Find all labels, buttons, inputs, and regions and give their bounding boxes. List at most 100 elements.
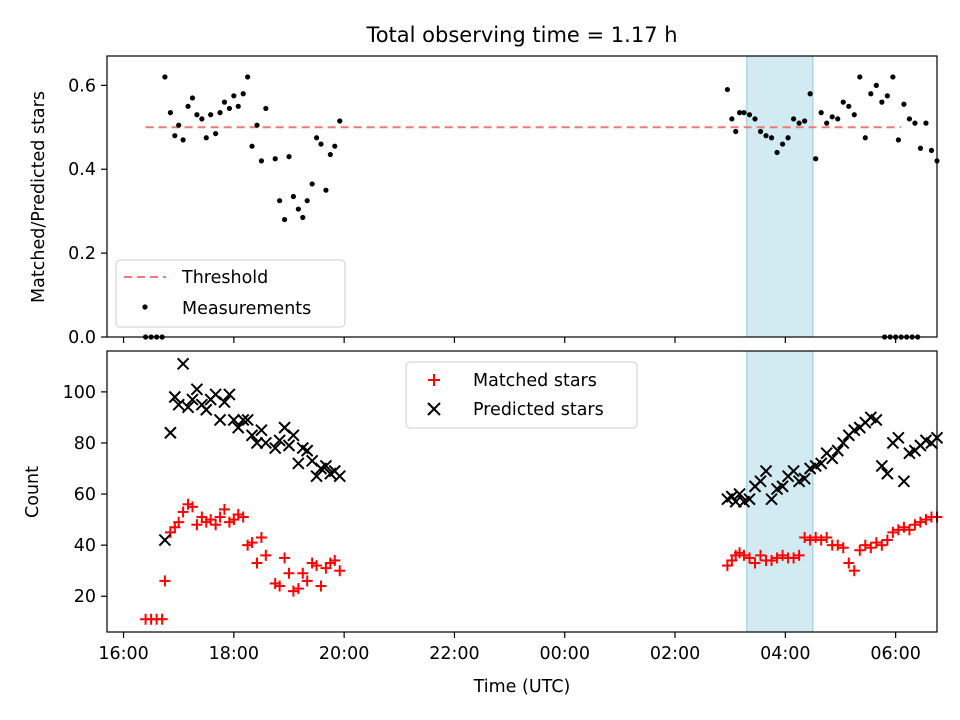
matched-star-point [914,516,926,528]
bottom-y-axis-label: Count [23,466,43,518]
x-tick-label: 04:00 [760,644,810,664]
measurement-point [785,135,791,141]
measurement-point [851,112,857,118]
matched-star-point [297,567,309,579]
matched-star-point [771,552,783,564]
predicted-star-point [273,434,286,447]
measurement-point [258,158,265,164]
measurement-point [802,118,808,124]
measurement-point [829,114,835,120]
predicted-star-point [754,475,767,488]
matched-star-point [799,531,811,543]
matched-star-point [887,526,899,538]
measurement-point [779,141,786,147]
predicted-star-point [759,464,773,478]
measurement-point [901,101,907,107]
measurement-point [813,156,819,162]
predicted-star-point [292,457,305,470]
predicted-star-point [250,436,264,450]
top-legend-frame [115,259,346,328]
x-tick-label: 00:00 [540,644,590,664]
predicted-star-point [881,467,894,480]
measurement-point [733,128,739,135]
measurement-point [327,151,333,158]
matched-star-point [186,501,198,513]
matched-star-point [865,542,877,554]
matched-star-point [898,521,910,533]
measurement-point [337,118,343,124]
measurement-point [189,95,196,101]
matched-star-point [334,565,346,577]
measurement-point [172,133,178,139]
matched-star-point [788,552,800,564]
predicted-star-point [870,413,883,427]
predicted-star-point [892,431,905,445]
matched-star-point [218,503,230,515]
matched-star-point [815,534,827,546]
matched-star-point [738,549,750,561]
matched-star-point [832,539,844,551]
measurement-point [281,216,288,223]
measurement-point [868,91,874,97]
matched-star-point [214,511,226,523]
matched-star-point [810,531,822,543]
matched-star-point [755,549,767,561]
predicted-legend-label: Predicted stars [473,400,604,420]
measurement-point [277,198,283,204]
predicted-star-point [310,469,323,483]
predicted-star-point [765,492,778,506]
predicted-star-point [172,398,185,411]
matched-star-point [260,549,272,561]
x-tick-label: 20:00 [319,644,369,664]
top-y-tick-label: 0.6 [68,76,96,96]
bottom-panel: 20 40 60 80 100 16:00 18:00 20:00 22:00 00:00 02:… [23,350,944,697]
matched-star-point [274,580,286,592]
predicted-star-point [287,429,300,442]
bottom-plot-area [140,357,944,625]
measurement-point [194,112,200,118]
predicted-star-point [826,452,839,465]
measurement-point [824,120,830,126]
matched-star-point [173,516,185,528]
predicted-star-point [743,492,756,506]
matched-star-point [881,534,893,546]
measurement-point [203,135,209,141]
matched-star-point [848,565,860,577]
measurement-point [774,149,780,156]
measurement-point [895,137,901,143]
measurement-point [309,181,315,187]
predicted-star-point [776,480,789,493]
measurement-point [286,154,292,160]
matched-star-point [159,575,171,587]
bottom-y-tick-label: 60 [74,485,96,505]
bottom-y-tick-label: 80 [74,434,96,454]
matched-star-point [301,575,313,587]
matched-star-point [292,583,304,595]
predicted-star-point [259,436,273,450]
matched-star-point [909,519,921,531]
matched-star-point [283,567,295,579]
predicted-star-point [213,413,227,427]
matched-star-point [920,514,932,526]
matched-star-point [903,524,915,536]
bottom-y-tick-label: 20 [74,587,96,607]
matched-star-point [821,531,833,543]
measurement-point [807,91,813,97]
matched-star-point [177,506,189,518]
predicted-star-point [255,423,268,437]
measurement-point [835,116,841,122]
measurement-point [300,214,306,221]
matched-star-point [854,544,866,556]
matched-star-point [191,519,203,531]
measurement-point [729,116,735,122]
measurement-point [176,122,182,128]
measurement-point [295,206,301,212]
top-y-tick-label: 0.0 [68,328,96,348]
predicted-star-point [181,400,195,414]
measurement-point [724,86,731,93]
predicted-star-point [200,403,213,416]
matched-star-point [766,554,778,566]
x-tick-label: 22:00 [429,644,479,664]
measurement-point [272,156,278,162]
measurement-point [763,133,769,139]
